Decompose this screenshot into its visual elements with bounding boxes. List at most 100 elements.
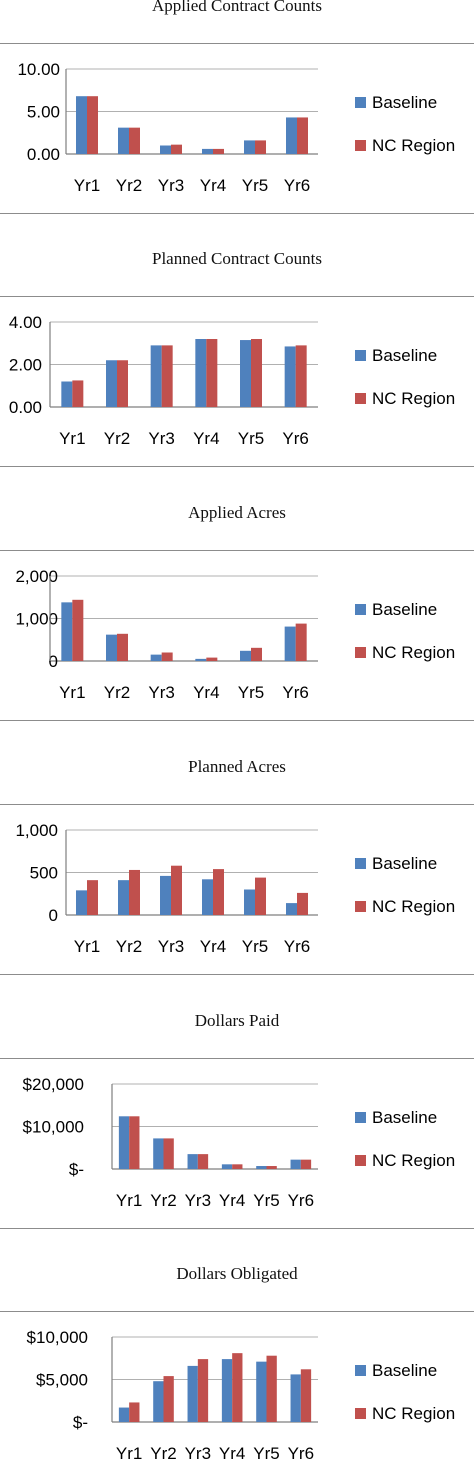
chart-svg: 0 500 1,000 Yr1 Yr2 Yr3 Yr4 Yr5 Yr6 Baseline NC Re… xyxy=(15,821,455,956)
y-tick-label: 0 xyxy=(49,652,58,671)
bar-nc-region-yr6 xyxy=(295,623,307,661)
bar-baseline-yr1 xyxy=(61,381,73,407)
bar-baseline-yr4 xyxy=(221,1359,233,1422)
bar-baseline-yr1 xyxy=(118,1407,130,1422)
legend-label: NC Region xyxy=(372,136,455,155)
legend-swatch xyxy=(355,1155,366,1166)
legend-label: NC Region xyxy=(372,1404,455,1423)
bar-baseline-yr2 xyxy=(106,634,117,661)
bar-baseline-yr3 xyxy=(187,1154,198,1169)
bar-nc-region-yr3 xyxy=(197,1154,209,1169)
bar-nc-region-yr3 xyxy=(161,345,173,407)
x-tick-label: Yr3 xyxy=(158,937,184,956)
chart-title: Applied Contract Counts xyxy=(152,0,322,15)
y-tick-label: 0.00 xyxy=(27,145,60,164)
legend-label: Baseline xyxy=(372,854,437,873)
legend-label: NC Region xyxy=(372,643,455,662)
x-tick-label: Yr6 xyxy=(284,176,310,195)
panel-divider xyxy=(0,213,474,214)
y-tick-label: 0 xyxy=(49,906,58,925)
x-tick-label: Yr6 xyxy=(282,683,308,702)
bar-baseline-yr6 xyxy=(286,117,297,154)
x-tick-label: Yr4 xyxy=(219,1444,245,1463)
chart-panel-1: Applied Contract Counts 0.00 5.00 10.00 Yr1 Y… xyxy=(0,0,474,216)
bar-nc-region-yr2 xyxy=(117,633,128,661)
legend-label: Baseline xyxy=(372,1108,437,1127)
chart-title: Planned Acres xyxy=(188,757,286,776)
x-tick-label: Yr3 xyxy=(185,1191,211,1210)
x-tick-label: Yr1 xyxy=(59,429,85,448)
y-tick-label: 1,000 xyxy=(15,610,58,629)
bar-nc-region-yr2 xyxy=(129,869,140,915)
y-tick-label: 4.00 xyxy=(9,313,42,332)
chart-svg: $- $5,000 $10,000 Yr1 Yr2 Yr3 Yr4 Yr5 Yr6 Baselin… xyxy=(27,1328,456,1463)
bar-nc-region-yr5 xyxy=(255,140,266,154)
x-tick-label: Yr3 xyxy=(185,1444,211,1463)
chart-panel-2: Planned Contract Counts 0.00 2.00 4.00 Yr1 Yr… xyxy=(0,249,474,469)
bar-nc-region-yr1 xyxy=(87,880,98,915)
bar-nc-region-yr5 xyxy=(266,1166,277,1169)
bar-baseline-yr1 xyxy=(61,602,73,661)
bar-nc-region-yr3 xyxy=(197,1359,209,1422)
x-tick-label: Yr4 xyxy=(200,176,226,195)
bar-nc-region-yr2 xyxy=(163,1138,174,1169)
y-tick-label: $20,000 xyxy=(23,1075,84,1094)
x-tick-label: Yr2 xyxy=(150,1191,176,1210)
bar-baseline-yr2 xyxy=(153,1138,164,1169)
bar-baseline-yr5 xyxy=(240,340,251,407)
bar-nc-region-yr4 xyxy=(206,657,218,661)
bar-baseline-yr2 xyxy=(153,1381,164,1422)
chart-title: Dollars Obligated xyxy=(176,1264,298,1283)
bar-baseline-yr3 xyxy=(150,345,162,407)
bar-nc-region-yr5 xyxy=(251,339,262,407)
legend-swatch xyxy=(355,393,366,404)
bar-nc-region-yr4 xyxy=(232,1164,243,1169)
panel-divider xyxy=(0,720,474,721)
x-tick-label: Yr2 xyxy=(150,1444,176,1463)
y-tick-label: $- xyxy=(69,1160,84,1179)
bar-baseline-yr2 xyxy=(106,360,117,407)
title-divider xyxy=(0,1058,474,1059)
panel-divider xyxy=(0,1228,474,1229)
bar-baseline-yr5 xyxy=(244,140,255,154)
bar-nc-region-yr4 xyxy=(213,148,224,154)
x-tick-label: Yr4 xyxy=(219,1191,245,1210)
legend-label: NC Region xyxy=(372,1151,455,1170)
legend-label: Baseline xyxy=(372,1361,437,1380)
x-tick-label: Yr6 xyxy=(288,1444,314,1463)
chart-title: Applied Acres xyxy=(188,503,286,522)
bar-baseline-yr6 xyxy=(284,346,296,407)
bar-baseline-yr2 xyxy=(118,880,129,915)
chart-panel-6: Dollars Obligated $- $5,000 $10,000 Yr1 Yr2 Yr… xyxy=(0,1264,474,1484)
x-tick-label: Yr2 xyxy=(116,176,142,195)
x-tick-label: Yr5 xyxy=(238,429,264,448)
legend-label: NC Region xyxy=(372,897,455,916)
x-tick-label: Yr5 xyxy=(238,683,264,702)
bar-nc-region-yr4 xyxy=(213,869,224,915)
x-tick-label: Yr2 xyxy=(104,429,130,448)
chart-panel-5: Dollars Paid $- $10,000 $20,000 Yr1 Yr2 Yr3 Yr4… xyxy=(0,1011,474,1231)
chart-svg: 0.00 5.00 10.00 Yr1 Yr2 Yr3 Yr4 Yr5 Yr6 Baseline N… xyxy=(17,60,455,195)
bar-nc-region-yr1 xyxy=(72,380,84,407)
bar-nc-region-yr5 xyxy=(251,647,262,661)
legend-swatch xyxy=(355,1365,366,1376)
y-tick-label: $10,000 xyxy=(27,1328,88,1347)
x-tick-label: Yr3 xyxy=(148,683,174,702)
y-tick-label: $10,000 xyxy=(23,1118,84,1137)
bar-nc-region-yr1 xyxy=(87,96,98,154)
bar-nc-region-yr4 xyxy=(232,1353,243,1422)
bar-nc-region-yr2 xyxy=(129,127,140,154)
x-tick-label: Yr4 xyxy=(193,429,219,448)
legend-swatch xyxy=(355,1112,366,1123)
legend-swatch xyxy=(355,350,366,361)
legend-swatch xyxy=(355,604,366,615)
x-tick-label: Yr2 xyxy=(116,937,142,956)
y-tick-label: 1,000 xyxy=(15,821,58,840)
bar-nc-region-yr6 xyxy=(300,1369,312,1422)
legend-swatch xyxy=(355,858,366,869)
bar-nc-region-yr5 xyxy=(266,1355,277,1422)
title-divider xyxy=(0,550,474,551)
bar-baseline-yr3 xyxy=(160,145,171,154)
bar-baseline-yr5 xyxy=(256,1166,267,1169)
bar-baseline-yr4 xyxy=(195,339,207,407)
